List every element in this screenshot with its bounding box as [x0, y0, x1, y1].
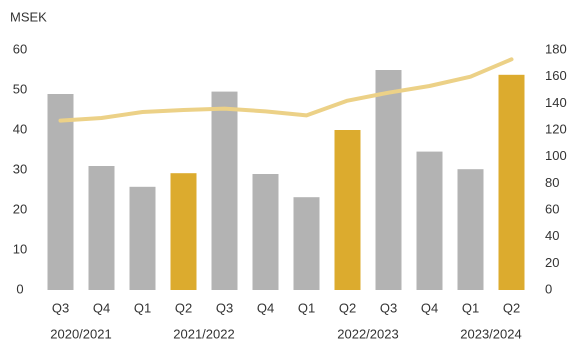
bar: [47, 94, 74, 290]
x-tick-label: Q4: [421, 300, 438, 315]
x-tick-label: Q2: [503, 300, 520, 315]
y2-tick-label: 120: [545, 121, 567, 136]
y-axis-unit: MSEK: [10, 9, 47, 24]
line: [58, 57, 514, 123]
y2-tick-label: 100: [545, 148, 567, 163]
bar: [293, 197, 320, 290]
y2-tick-label: 0: [545, 281, 552, 296]
y-tick-label: 10: [13, 241, 27, 256]
y2-tick-label: 20: [545, 255, 559, 270]
y-tick-label: 60: [13, 41, 27, 56]
y-tick-label: 30: [13, 161, 27, 176]
y2-tick-label: 160: [545, 68, 567, 83]
bar: [211, 91, 238, 290]
x-tick-label: Q3: [380, 300, 397, 315]
bar: [170, 173, 197, 290]
y2-tick-label: 40: [545, 228, 559, 243]
x-tick-label: Q1: [462, 300, 479, 315]
y2-tick-label: 80: [545, 175, 559, 190]
y2-tick-label: 140: [545, 95, 567, 110]
y-tick-label: 20: [13, 201, 27, 216]
bar: [252, 174, 279, 290]
x-tick-label: Q1: [134, 300, 151, 315]
y-tick-label: 40: [13, 121, 27, 136]
y-tick-label: 50: [13, 81, 27, 96]
period-label: 2022/2023: [337, 326, 398, 341]
bar: [416, 151, 443, 290]
y-tick-label: 0: [16, 281, 23, 296]
bar: [88, 166, 115, 290]
period-label: 2023/2024: [460, 326, 521, 341]
period-label: 2020/2021: [50, 326, 111, 341]
x-tick-label: Q2: [339, 300, 356, 315]
bar: [457, 169, 484, 290]
bar: [498, 74, 525, 290]
x-tick-label: Q4: [257, 300, 274, 315]
x-tick-label: Q1: [298, 300, 315, 315]
bar: [375, 70, 402, 290]
x-tick-label: Q3: [216, 300, 233, 315]
x-tick-label: Q4: [93, 300, 110, 315]
x-tick-label: Q2: [175, 300, 192, 315]
y2-tick-label: 60: [545, 201, 559, 216]
bar: [129, 186, 156, 290]
period-label: 2021/2022: [173, 326, 234, 341]
y2-tick-label: 180: [545, 41, 567, 56]
bar: [334, 130, 361, 290]
x-tick-label: Q3: [52, 300, 69, 315]
